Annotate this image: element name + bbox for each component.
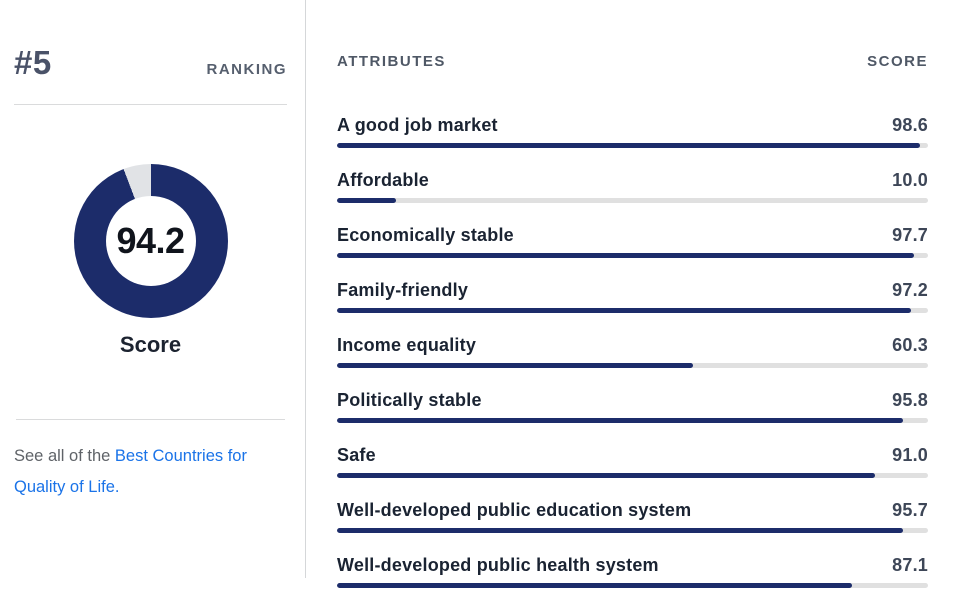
attribute-row: Family-friendly 97.2 — [337, 280, 928, 335]
attribute-score-bar-track — [337, 583, 928, 588]
attribute-score-bar-fill — [337, 418, 904, 423]
attributes-panel: ATTRIBUTES SCORE A good job market 98.6 … — [306, 0, 977, 591]
attribute-label: Affordable — [337, 170, 429, 190]
attribute-score-bar-track — [337, 308, 928, 313]
best-countries-link[interactable]: Best Countries for Quality of Life. — [14, 447, 247, 496]
attribute-score-bar-track — [337, 473, 928, 478]
attribute-score: 10.0 — [892, 170, 928, 190]
score-label: Score — [119, 332, 182, 357]
attributes-column-header: ATTRIBUTES — [337, 53, 446, 70]
attribute-label: A good job market — [337, 115, 498, 135]
ranking-panel: #5 RANKING 94.2 Score See all of the Bes… — [0, 0, 306, 578]
attribute-row: Affordable 10.0 — [337, 170, 928, 225]
score-value: 94.2 — [116, 220, 185, 261]
attribute-row: Well-developed public health system 87.1 — [337, 555, 928, 610]
attribute-label: Well-developed public education system — [337, 500, 692, 520]
attribute-score-bar-fill — [337, 253, 915, 258]
attribute-score: 97.7 — [892, 225, 928, 245]
see-all-text: See all of the Best Countries for Qualit… — [14, 441, 285, 503]
attribute-row: A good job market 98.6 — [337, 115, 928, 170]
attribute-score-bar-track — [337, 198, 928, 203]
attribute-score: 60.3 — [892, 335, 928, 355]
attribute-score: 95.8 — [892, 390, 928, 410]
rank-header: #5 RANKING — [14, 0, 287, 82]
attributes-rows: A good job market 98.6 Affordable 10.0 E… — [337, 115, 928, 610]
score-donut-chart: 94.2 — [14, 164, 287, 318]
attribute-score-bar-fill — [337, 308, 912, 313]
see-all-prefix: See all of the — [14, 447, 115, 465]
attribute-row: Politically stable 95.8 — [337, 390, 928, 445]
score-column-header: SCORE — [867, 53, 928, 70]
attributes-table-header: ATTRIBUTES SCORE — [337, 0, 928, 70]
attribute-row: Income equality 60.3 — [337, 335, 928, 390]
attribute-row: Safe 91.0 — [337, 445, 928, 500]
attribute-score-bar-track — [337, 418, 928, 423]
rank-value: #5 — [14, 44, 52, 81]
rank-label: RANKING — [206, 61, 287, 78]
attribute-score: 91.0 — [892, 445, 928, 465]
attribute-label: Well-developed public health system — [337, 555, 659, 575]
donut-ring: 94.2 — [73, 164, 228, 318]
attribute-score-bar-fill — [337, 363, 694, 368]
link-divider — [16, 419, 285, 420]
attribute-score-bar-fill — [337, 473, 875, 478]
attribute-row: Economically stable 97.7 — [337, 225, 928, 280]
attribute-score-bar-track — [337, 143, 928, 148]
attribute-score-bar-fill — [337, 583, 852, 588]
attribute-score: 97.2 — [892, 280, 928, 300]
attribute-score: 98.6 — [892, 115, 928, 135]
attribute-label: Family-friendly — [337, 280, 469, 300]
attribute-score: 95.7 — [892, 500, 928, 520]
attribute-label: Safe — [337, 445, 376, 465]
quality-of-life-panel: #5 RANKING 94.2 Score See all of the Bes… — [0, 0, 977, 591]
donut-hole: 94.2 — [105, 196, 196, 286]
attribute-row: Well-developed public education system 9… — [337, 500, 928, 555]
rank-divider — [14, 104, 287, 105]
attribute-label: Economically stable — [337, 225, 514, 245]
attribute-score: 87.1 — [892, 555, 928, 575]
attribute-score-bar-track — [337, 253, 928, 258]
attribute-score-bar-track — [337, 528, 928, 533]
attribute-score-bar-fill — [337, 198, 397, 203]
attribute-score-bar-fill — [337, 528, 903, 533]
attribute-label: Income equality — [337, 335, 477, 355]
attribute-label: Politically stable — [337, 390, 482, 410]
attribute-score-bar-track — [337, 363, 928, 368]
attribute-score-bar-fill — [337, 143, 920, 148]
